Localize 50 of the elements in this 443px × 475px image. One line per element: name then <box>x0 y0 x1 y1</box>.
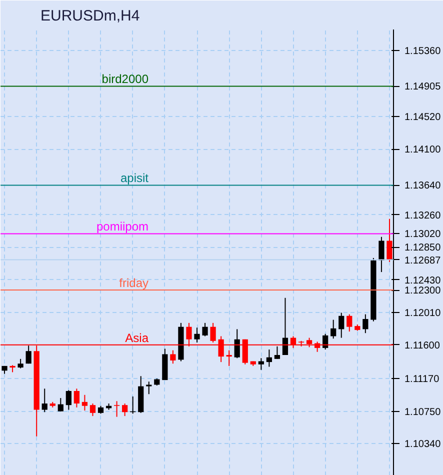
candlestick <box>26 345 32 364</box>
candlestick <box>210 322 216 343</box>
candlestick <box>18 358 24 369</box>
candlestick <box>170 350 176 364</box>
ref-line-label: Asia <box>125 330 149 345</box>
candlestick <box>74 388 80 408</box>
candlestick <box>146 381 152 395</box>
y-tick-label: 1.10750 <box>404 406 442 418</box>
candlestick <box>194 327 200 343</box>
candlestick <box>362 314 368 334</box>
candlestick <box>202 322 208 337</box>
ref-line-label: pomiipom <box>96 220 149 234</box>
candlestick <box>42 388 48 413</box>
candlestick <box>114 400 120 418</box>
candlestick <box>234 328 240 359</box>
candlestick <box>122 403 128 417</box>
y-tick-label: 1.12687 <box>404 255 442 266</box>
candlestick <box>346 314 352 332</box>
y-tick-label: 1.14905 <box>404 82 442 93</box>
y-tick-label: 1.13640 <box>404 180 442 192</box>
y-tick-label: 1.11600 <box>404 340 440 352</box>
candlestick <box>66 390 72 410</box>
candlestick <box>226 350 232 366</box>
candlestick <box>82 394 88 412</box>
ref-line-label: friday <box>119 276 148 290</box>
candlestick <box>330 319 336 340</box>
y-tick-label: 1.10340 <box>404 438 442 450</box>
candlestick <box>274 346 280 360</box>
ref-line-label: bird2000 <box>102 72 149 86</box>
candlestick <box>378 236 384 273</box>
y-tick-label: 1.14520 <box>404 112 442 123</box>
y-tick-label: 1.11170 <box>404 374 440 385</box>
candlestick <box>338 312 344 338</box>
y-tick-label: 1.12010 <box>404 308 442 320</box>
candlestick <box>266 349 272 368</box>
candlestick <box>58 398 64 412</box>
candlestick <box>386 218 392 262</box>
ref-line-label: apisit <box>120 171 150 186</box>
y-tick-label: 1.13020 <box>404 229 442 240</box>
y-tick-label: 1.12430 <box>404 275 442 286</box>
candlestick <box>322 333 328 350</box>
y-tick-label: 1.14100 <box>404 144 442 156</box>
candlestick <box>90 403 96 417</box>
candlestick <box>258 358 264 370</box>
chart-title: EURUSDm,H4 <box>40 8 140 24</box>
y-tick-label: 1.12300 <box>404 286 442 297</box>
candlestick <box>282 297 288 356</box>
y-tick-label: 1.12850 <box>404 242 442 254</box>
y-tick-label: 1.15360 <box>404 46 442 58</box>
y-tick-label: 1.13260 <box>404 210 442 222</box>
